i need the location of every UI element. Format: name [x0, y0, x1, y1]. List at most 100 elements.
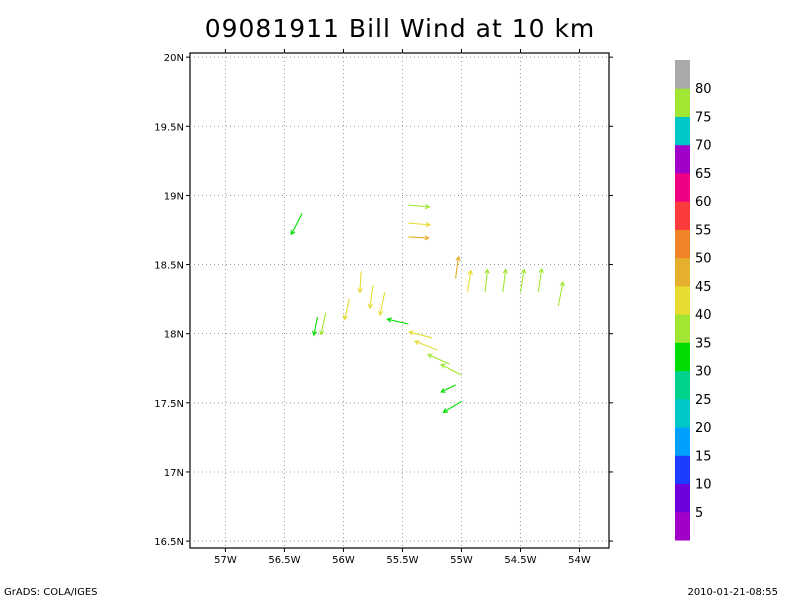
wind-vector-head: [424, 203, 431, 210]
wind-vector: [502, 268, 508, 293]
colorbar-label: 40: [695, 308, 712, 323]
wind-vector: [455, 255, 461, 279]
wind-vector-head: [520, 268, 527, 274]
colorbar-swatch: [675, 285, 690, 315]
wind-vector-shaft: [408, 222, 430, 226]
wind-vector-head: [290, 229, 296, 236]
axis-ticks: 57W 56.5W 56W 55.5W 55W 54.5W 54W 16.5N 17N 17.5N…: [154, 49, 613, 566]
colorbar-label: 35: [695, 336, 712, 351]
colorbar-label: 60: [695, 195, 712, 210]
colorbar: 5 10 15 20 25 30 35 40 45 50 55 60 65 70 75 80: [675, 60, 712, 541]
wind-vector-head: [424, 235, 430, 241]
x-tick-label: 56W: [332, 555, 355, 566]
y-tick-label: 17N: [164, 468, 184, 479]
wind-vector-head: [408, 330, 414, 336]
wind-vector-head: [319, 330, 325, 336]
wind-vector: [357, 271, 363, 294]
x-tick-label: 57W: [214, 555, 237, 566]
colorbar-label: 15: [695, 449, 712, 464]
colorbar-swatch: [675, 60, 690, 89]
wind-vector: [413, 340, 439, 351]
wind-vector: [466, 269, 473, 293]
wind-vector-head: [342, 314, 349, 321]
x-tick-label: 56.5W: [268, 555, 300, 566]
wind-vector: [519, 268, 527, 293]
grid-lines: [190, 53, 609, 548]
colorbar-label: 5: [695, 506, 703, 521]
colorbar-swatch: [675, 88, 690, 117]
wind-vector-head: [386, 317, 392, 323]
wind-vector-head: [484, 268, 490, 274]
x-tick-label: 55.5W: [386, 555, 418, 566]
footer-credit: GrADS: COLA/IGES: [4, 587, 98, 598]
wind-vector: [342, 298, 350, 321]
y-tick-label: 19.5N: [154, 122, 184, 133]
wind-vector: [290, 213, 303, 236]
wind-vector: [311, 316, 319, 337]
wind-vector: [367, 285, 374, 310]
colorbar-swatch: [675, 172, 690, 202]
colorbar-swatch: [675, 398, 690, 428]
wind-vector-head: [455, 255, 461, 262]
y-tick-label: 16.5N: [154, 537, 184, 548]
wind-vector-shaft: [290, 213, 303, 235]
wind-vector-shaft: [466, 270, 472, 293]
wind-vector: [386, 317, 409, 325]
y-tick-label: 19N: [164, 191, 184, 202]
wind-vector-head: [502, 268, 508, 274]
colorbar-swatch: [675, 455, 690, 485]
wind-vector-shaft: [440, 384, 456, 393]
wind-vector-shaft: [387, 318, 409, 325]
colorbar-swatch: [675, 427, 690, 456]
wind-vector: [408, 330, 433, 339]
colorbar-label: 70: [695, 139, 712, 154]
colorbar-label: 50: [695, 252, 712, 267]
colorbar-swatch: [675, 342, 690, 372]
wind-vector-shaft: [427, 354, 450, 365]
wind-vector: [557, 280, 565, 307]
wind-vector-head: [440, 363, 446, 369]
colorbar-label: 30: [695, 365, 712, 380]
wind-vector-shaft: [440, 363, 462, 376]
x-tick-label: 55W: [450, 555, 473, 566]
colorbar-swatch: [675, 116, 690, 146]
wind-vector: [537, 267, 544, 293]
colorbar-swatch: [675, 511, 690, 541]
wind-vector-head: [367, 303, 374, 310]
wind-vector: [378, 292, 386, 317]
wind-vector: [408, 235, 430, 241]
x-tick-label: 54.5W: [504, 555, 536, 566]
wind-vector-shaft: [359, 271, 362, 293]
y-tick-label: 18N: [164, 330, 184, 341]
wind-vector-shaft: [443, 400, 462, 413]
colorbar-label: 25: [695, 393, 712, 408]
wind-vector-shaft: [414, 340, 439, 351]
wind-vector-head: [425, 221, 432, 228]
wind-vector-head: [378, 310, 384, 317]
wind-vector-shaft: [379, 292, 386, 316]
wind-vector: [440, 363, 462, 376]
colorbar-label: 55: [695, 223, 712, 238]
wind-vector-shaft: [408, 236, 429, 239]
wind-vector-head: [357, 288, 363, 294]
colorbar-swatch: [675, 314, 690, 343]
wind-vector: [408, 221, 432, 228]
wind-vector-head: [427, 353, 433, 359]
wind-vector-shaft: [408, 204, 430, 208]
wind-vector-shaft: [369, 285, 374, 309]
wind-vector: [319, 312, 327, 336]
wind-vector-head: [413, 340, 420, 346]
colorbar-swatch: [675, 483, 690, 513]
wind-vector-shaft: [455, 256, 460, 279]
colorbar-swatch: [675, 370, 690, 400]
wind-vector-head: [467, 269, 473, 276]
colorbar-swatch: [675, 201, 690, 230]
colorbar-label: 80: [695, 82, 712, 97]
wind-vector-head: [311, 330, 318, 337]
wind-vector-shaft: [409, 331, 433, 339]
wind-vector-shaft: [502, 269, 507, 293]
colorbar-swatch: [675, 257, 690, 287]
colorbar-label: 20: [695, 421, 712, 436]
y-tick-label: 18.5N: [154, 261, 184, 272]
